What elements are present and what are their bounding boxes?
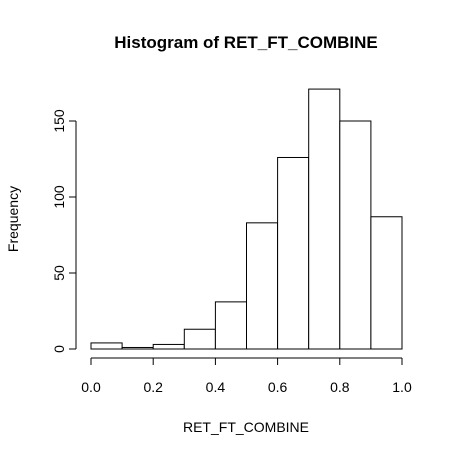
histogram-bar-5 <box>246 222 279 350</box>
x-tick-label-0: 0.0 <box>81 379 101 395</box>
histogram-bar-1 <box>121 346 154 350</box>
y-axis-label: Frequency <box>5 186 21 252</box>
x-tick-label-5: 1.0 <box>392 379 412 395</box>
y-tick-label-0: 0 <box>51 345 67 353</box>
histogram-bar-4 <box>214 301 247 350</box>
histogram-bar-8 <box>339 120 372 350</box>
x-axis-label: RET_FT_COMBINE <box>183 419 309 435</box>
x-axis: 0.0 0.2 0.4 0.6 0.8 1.0 <box>81 357 412 395</box>
histogram-bar-3 <box>183 328 216 350</box>
x-tick-label-1: 0.2 <box>143 379 163 395</box>
histogram-bar-6 <box>277 156 310 350</box>
x-tick-label-3: 0.6 <box>268 379 288 395</box>
chart-title: Histogram of RET_FT_COMBINE <box>114 33 378 52</box>
histogram-bar-7 <box>308 88 341 350</box>
x-tick-label-2: 0.4 <box>206 379 226 395</box>
bars-group <box>90 88 403 350</box>
histogram-bar-2 <box>152 343 185 350</box>
y-tick-label-1: 50 <box>51 265 67 281</box>
histogram-bar-9 <box>370 216 403 350</box>
y-tick-label-2: 100 <box>51 185 67 209</box>
y-tick-label-3: 150 <box>51 109 67 133</box>
x-tick-label-4: 0.8 <box>330 379 350 395</box>
histogram-bar-0 <box>90 342 123 350</box>
y-axis: 0 50 100 150 <box>51 109 77 353</box>
